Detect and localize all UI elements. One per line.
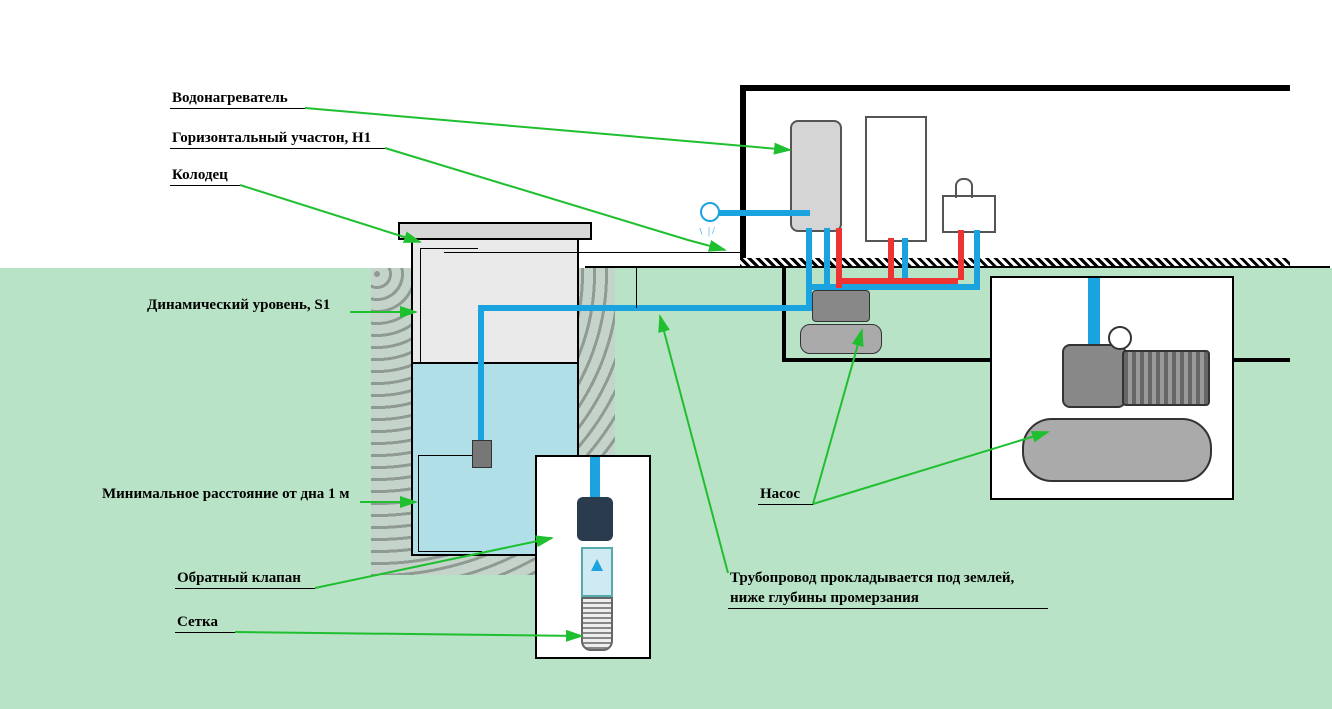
label-pipeline-l1: Трубопровод прокладывается под землей, [730, 570, 1014, 587]
ul-well [170, 185, 240, 186]
mesh-filter-icon [581, 597, 613, 651]
dim-h1 [444, 252, 740, 253]
compression-fitting-icon [577, 497, 613, 541]
ul-mesh [175, 632, 235, 633]
ul-water-heater [170, 108, 305, 109]
dim-s1-bot [420, 362, 478, 363]
house-roof [740, 85, 1290, 91]
label-well: Колодец [172, 167, 228, 184]
dim-burial-depth [636, 268, 637, 308]
tap-spray-icon: ﹨|/ [696, 222, 724, 234]
dim-s1 [420, 248, 421, 362]
label-min-distance: Минимальное расстояние от дна 1 м [102, 486, 349, 503]
pipe-hot-sink [958, 230, 964, 280]
diagram-stage: ﹨|/ Водонагреватель Горизон [0, 0, 1332, 709]
kitchen-sink [942, 195, 996, 233]
detail-pump-motor-icon [1122, 350, 1210, 406]
pipe-hot-manifold [836, 278, 958, 284]
label-dynamic-level: Динамический уровень, S1 [147, 297, 330, 314]
label-check-valve: Обратный клапан [177, 570, 301, 587]
label-pump: Насос [760, 486, 800, 503]
label-water-heater: Водонагреватель [172, 90, 288, 107]
label-pipeline-l2: ниже глубины промерзания [730, 590, 919, 607]
outside-tap-icon [700, 202, 720, 222]
detail-pipe-in [590, 457, 600, 497]
pipe-underground [478, 305, 808, 311]
ul-check-valve [175, 588, 315, 589]
pipe-hot-shower [888, 238, 894, 280]
detail-pump-inlet [1088, 278, 1100, 348]
label-horizontal-section: Горизонтальный участон, H1 [172, 130, 371, 147]
pipe-cold-to-tap [718, 210, 810, 216]
ul-horizontal [170, 148, 385, 149]
detail-check-valve [535, 455, 651, 659]
shower-panel [865, 116, 927, 242]
pipe-cold-heater-in [824, 228, 830, 288]
foot-valve-icon [472, 440, 492, 468]
faucet-icon [955, 178, 973, 198]
house-wall-left [740, 85, 746, 268]
detail-pump-tank-icon [1022, 418, 1212, 482]
detail-pump-head-icon [1062, 344, 1126, 408]
pump-motor [812, 290, 870, 322]
ul-pump [758, 504, 813, 505]
well-shaft-dry [411, 238, 579, 366]
pipe-cold-sink [974, 230, 980, 288]
detail-pump [990, 276, 1234, 500]
pump-tank [800, 324, 882, 354]
pipe-cold-manifold [806, 284, 980, 290]
dim-s1-top [420, 248, 478, 249]
pipe-cold-riser-1 [806, 228, 812, 290]
check-valve-body-icon [581, 547, 613, 597]
detail-pump-gauge-icon [1108, 326, 1132, 350]
basement-wall-left [782, 268, 786, 360]
pipe-well-vertical [478, 305, 484, 455]
label-mesh: Сетка [177, 614, 218, 631]
dim-min-bot [418, 551, 482, 552]
ul-pipeline [728, 608, 1048, 609]
dim-min [418, 455, 419, 551]
pipe-to-pump [806, 290, 812, 311]
